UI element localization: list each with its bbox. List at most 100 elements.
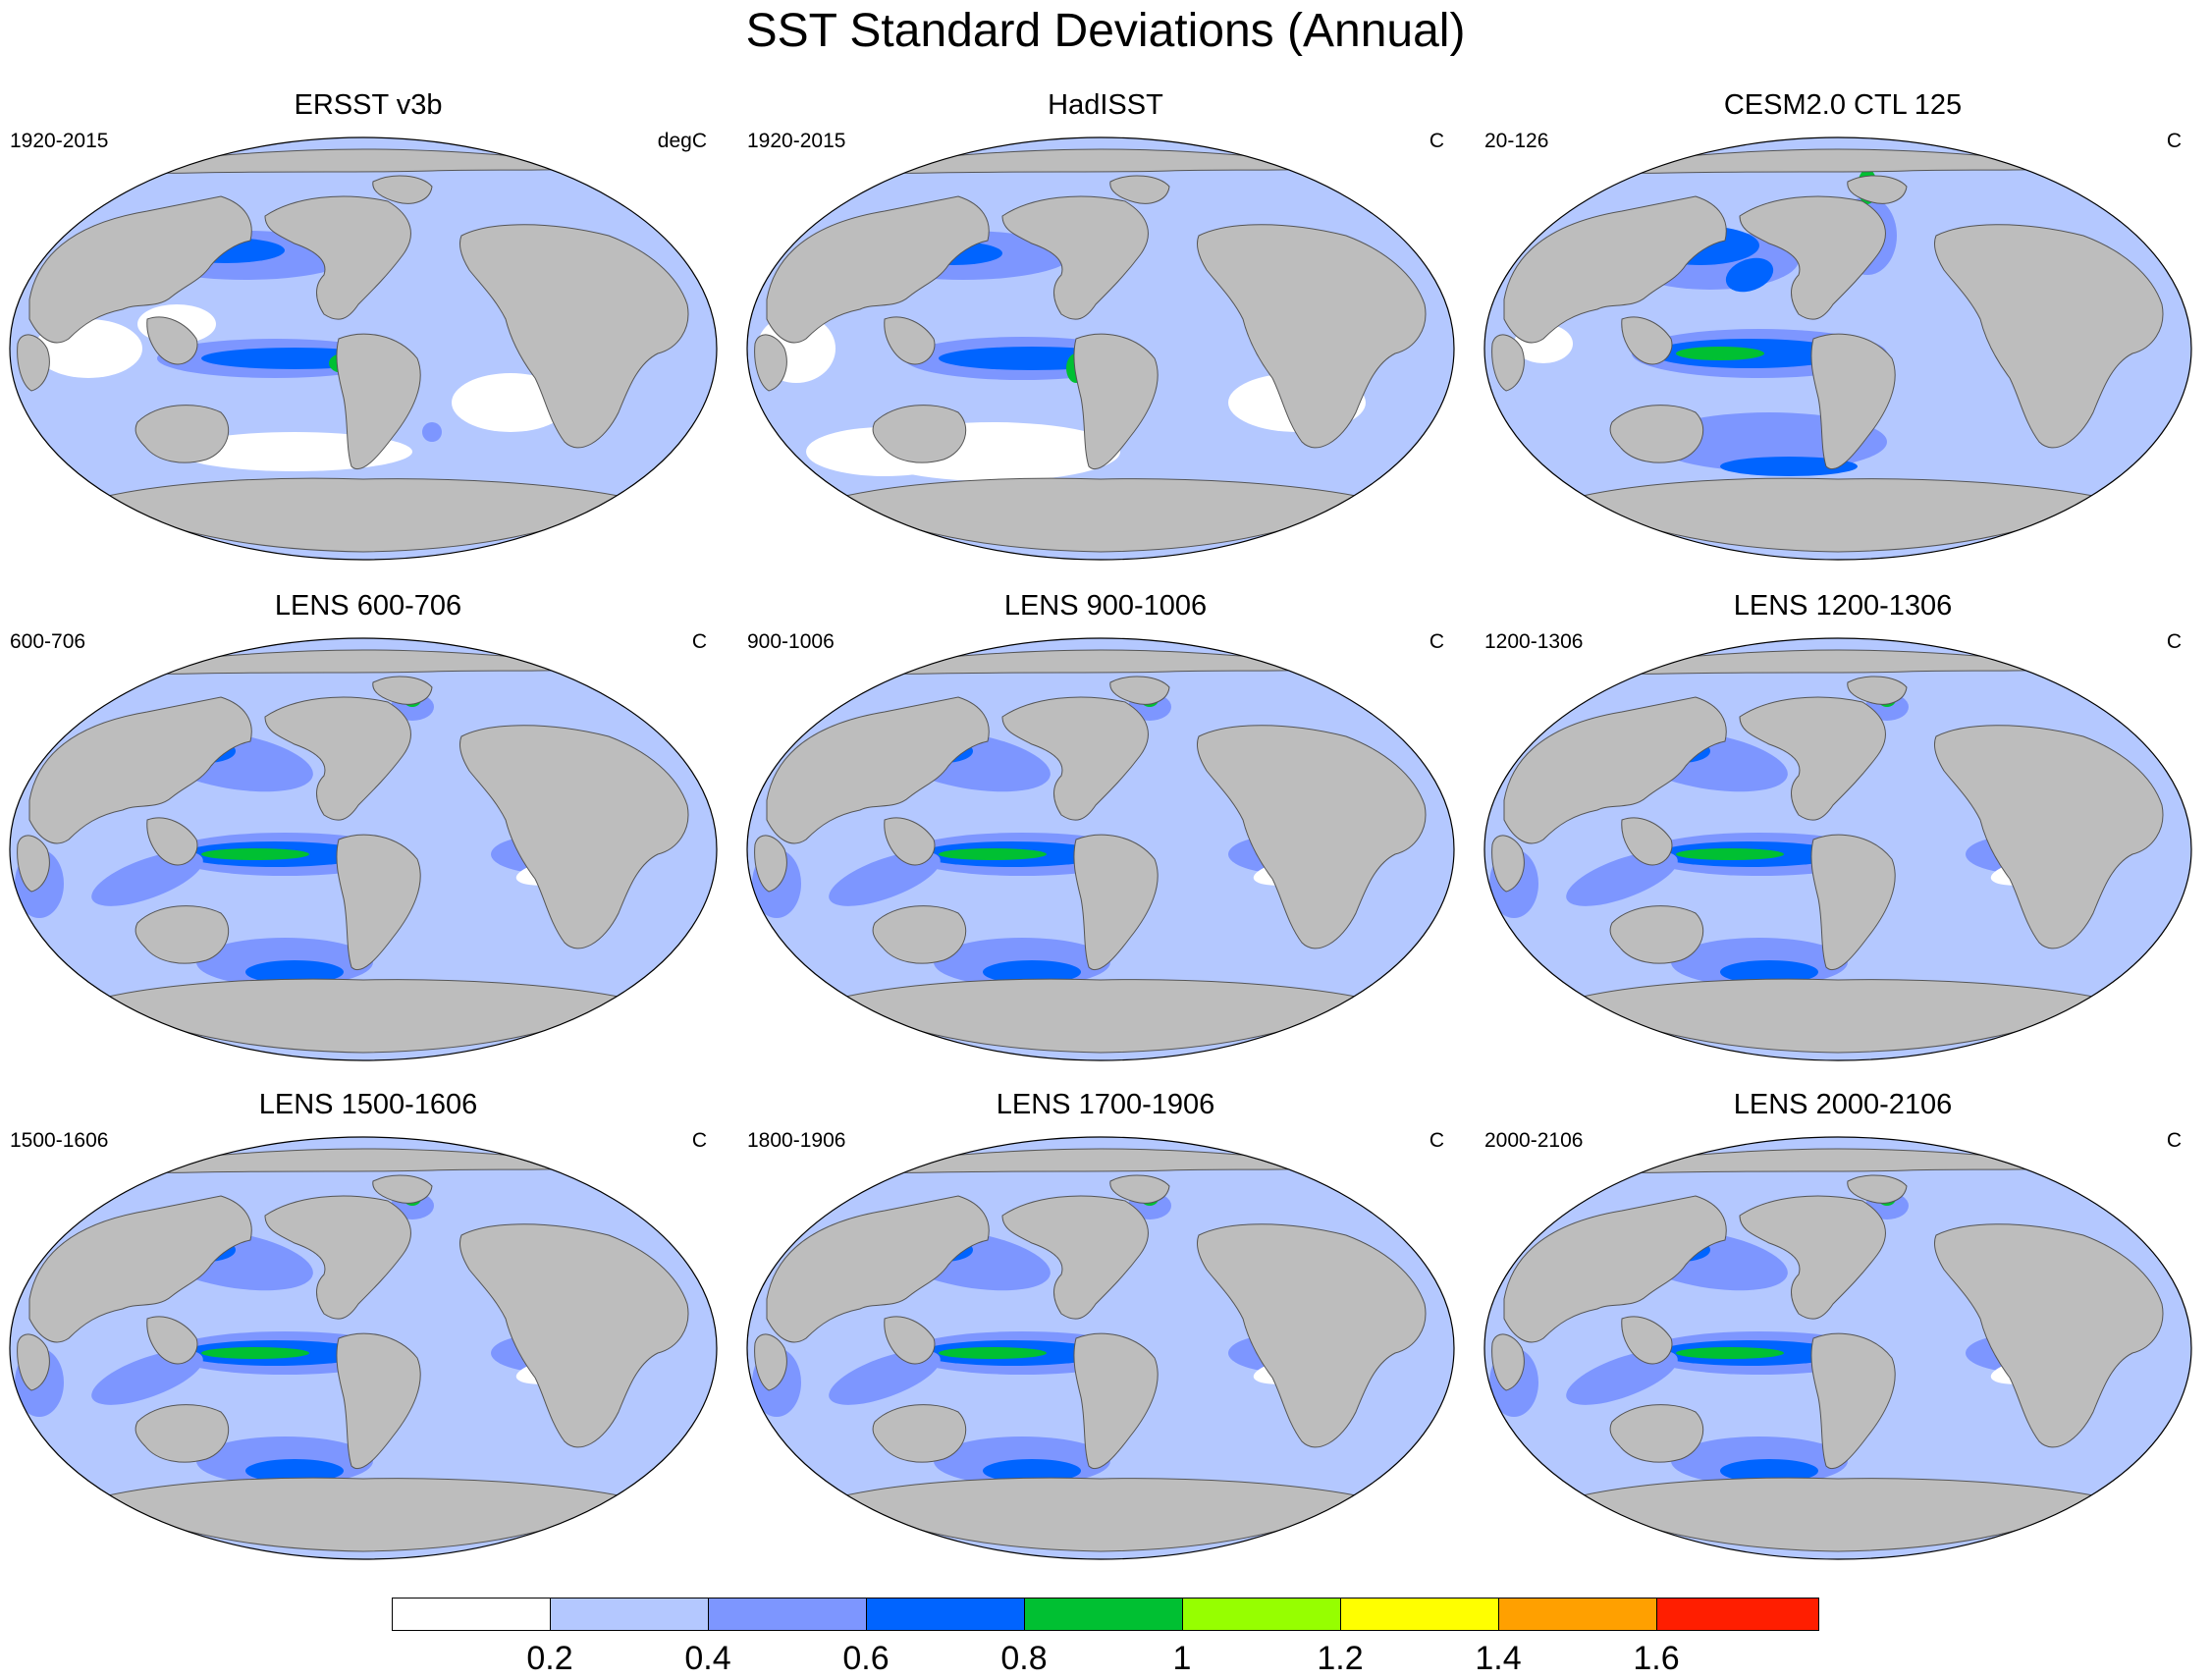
panel-period-label: 2000-2106 [1484, 1129, 1584, 1152]
land-mass [1810, 834, 1896, 971]
land-mass [1196, 725, 1427, 949]
panel-period-label: 1920-2015 [10, 130, 109, 152]
panel-units-label: C [1429, 630, 1444, 653]
colorbar-tick-label: 1.4 [1475, 1640, 1522, 1677]
world-map [746, 1136, 1455, 1560]
panel-title: LENS 600-706 [274, 590, 462, 622]
sst-contour-region [1676, 1347, 1784, 1359]
land-mass [1621, 316, 1673, 365]
land-mass [754, 334, 787, 392]
colorbar-tick-label: 0.4 [684, 1640, 731, 1677]
land-mass [1591, 1148, 2084, 1173]
colorbar-tick-label: 1 [1172, 1640, 1192, 1677]
map-panel: LENS 900-1006 900-1006 C [737, 589, 1474, 1080]
land-mass [1001, 696, 1149, 821]
land-mass [1621, 1316, 1673, 1365]
land-mass [116, 148, 610, 174]
land-mass [1933, 1223, 2164, 1448]
panel-period-label: 600-706 [10, 630, 86, 653]
map-panel: LENS 1200-1306 1200-1306 C [1475, 589, 2211, 1080]
map-border [9, 1136, 718, 1560]
land-mass [1109, 175, 1170, 204]
panel-period-label: 1500-1606 [10, 1129, 109, 1152]
panel-units-label: C [691, 1129, 707, 1152]
panel-units-label: C [1429, 1129, 1444, 1152]
land-mass [264, 1195, 411, 1320]
land-mass [1491, 835, 1525, 893]
panel-title: CESM2.0 CTL 125 [1723, 89, 1963, 121]
colorbar-tick-label: 0.6 [842, 1640, 890, 1677]
world-map [1483, 136, 2192, 561]
colorbar-box [392, 1598, 551, 1631]
land-mass [135, 405, 230, 463]
land-mass [872, 905, 967, 964]
map-border [9, 637, 718, 1061]
sst-contour-region [1676, 347, 1764, 360]
panel-title: LENS 2000-2106 [1733, 1089, 1953, 1120]
land-mass [1196, 224, 1427, 449]
panel-units-label: C [691, 630, 707, 653]
colorbar-box [1656, 1598, 1819, 1631]
land-mass [458, 224, 689, 449]
sst-contour-region [245, 1459, 344, 1483]
land-mass [1503, 195, 1727, 344]
panel-period-label: 900-1006 [747, 630, 835, 653]
colorbar-box [1340, 1598, 1499, 1631]
map-border [1483, 637, 2192, 1061]
land-mass [1503, 1195, 1727, 1343]
land-mass [843, 978, 1358, 1054]
land-mass [754, 1333, 787, 1391]
land-mass [1073, 1332, 1159, 1470]
land-mass [372, 175, 433, 204]
world-map [9, 637, 718, 1061]
sst-contour-region [939, 1347, 1047, 1359]
land-mass [1609, 905, 1704, 964]
land-mass [106, 477, 620, 553]
panel-title: ERSST v3b [294, 89, 443, 121]
land-mass [766, 195, 990, 344]
land-mass [843, 477, 1358, 553]
land-mass [872, 1404, 967, 1463]
land-mass [1073, 834, 1159, 971]
land-mass [884, 316, 936, 365]
land-mass [1739, 195, 1886, 320]
land-mass [1621, 817, 1673, 866]
land-mass [1581, 978, 2095, 1054]
panel-period-label: 1800-1906 [747, 1129, 846, 1152]
land-mass [1810, 333, 1896, 470]
land-mass [1609, 1404, 1704, 1463]
land-mass [372, 1174, 433, 1204]
land-mass [1109, 1174, 1170, 1204]
land-mass [458, 725, 689, 949]
land-mass [1739, 696, 1886, 821]
panel-title: LENS 1200-1306 [1733, 590, 1953, 622]
panel-units-label: C [2166, 1129, 2182, 1152]
world-map [9, 136, 718, 561]
sst-contour-region [1720, 457, 1858, 476]
land-mass [135, 905, 230, 964]
land-mass [146, 817, 198, 866]
land-mass [106, 1477, 620, 1552]
colorbar-tick-label: 1.6 [1633, 1640, 1680, 1677]
land-mass [458, 1223, 689, 1448]
colorbar-tick-label: 0.8 [1000, 1640, 1048, 1677]
land-mass [1591, 649, 2084, 675]
sst-contour-region [422, 422, 442, 442]
land-mass [766, 696, 990, 844]
sst-contour-region [1676, 848, 1784, 860]
sst-contour-region [939, 848, 1047, 860]
land-mass [1001, 1195, 1149, 1320]
panel-units-label: C [1429, 130, 1444, 152]
panel-period-label: 1200-1306 [1484, 630, 1584, 653]
land-mass [1810, 1332, 1896, 1470]
map-border [1483, 136, 2192, 561]
land-mass [1196, 1223, 1427, 1448]
land-mass [1609, 405, 1704, 463]
land-mass [1109, 676, 1170, 705]
land-mass [135, 1404, 230, 1463]
land-mass [264, 696, 411, 821]
panel-units-label: degC [657, 130, 707, 152]
figure-title: SST Standard Deviations (Annual) [745, 5, 1466, 57]
map-panel: CESM2.0 CTL 125 20-126 C [1475, 88, 2211, 579]
land-mass [146, 1316, 198, 1365]
